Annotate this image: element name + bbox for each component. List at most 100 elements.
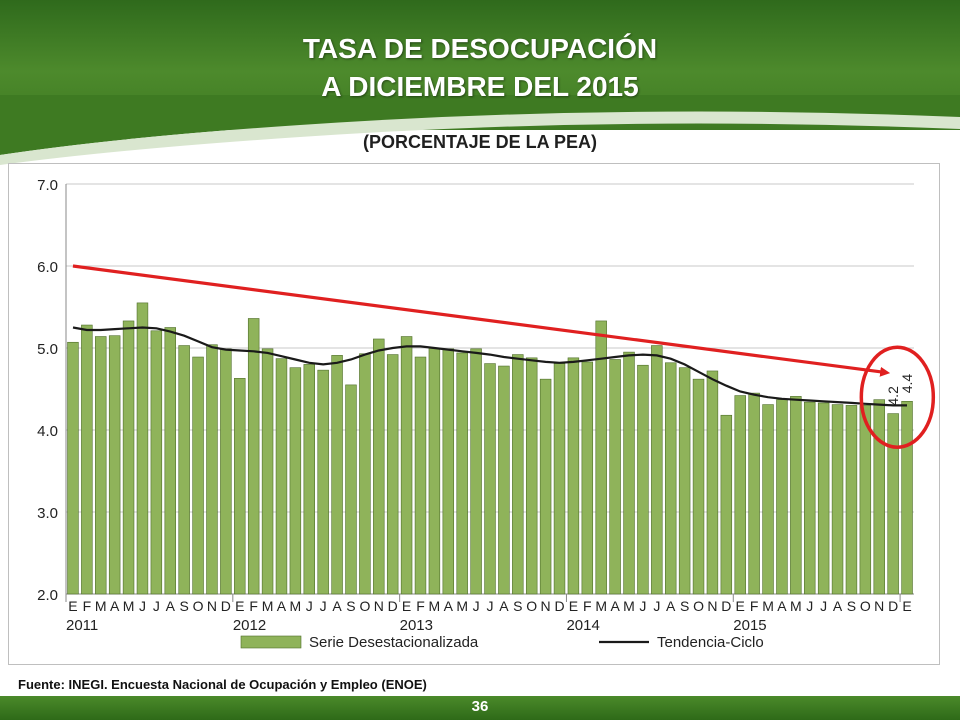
bar-series — [67, 302, 913, 595]
month-tick-label: M — [123, 598, 135, 614]
bar — [776, 399, 788, 595]
bar — [859, 405, 872, 595]
month-tick-label: E — [68, 598, 77, 614]
header-swoosh — [0, 95, 960, 165]
month-tick-label: J — [139, 598, 146, 614]
month-tick-label: J — [487, 598, 494, 614]
month-tick-label: N — [374, 598, 384, 614]
month-tick-label: F — [83, 598, 92, 614]
bar — [706, 370, 719, 595]
month-tick-label: A — [833, 598, 843, 614]
month-tick-label: J — [653, 598, 660, 614]
bar — [261, 348, 274, 595]
month-tick-label: E — [736, 598, 745, 614]
bar — [81, 324, 93, 595]
bar — [637, 364, 649, 595]
legend-line-label: Tendencia-Ciclo — [657, 634, 764, 651]
month-tick-label: M — [762, 598, 774, 614]
legend: Serie Desestacionalizada Tendencia-Ciclo — [240, 634, 764, 651]
month-tick-label: S — [847, 598, 856, 614]
annotations: 4.24.4 — [72, 264, 936, 449]
bar — [108, 335, 121, 595]
y-tick-label: 7.0 — [37, 177, 58, 194]
month-tick-label: J — [820, 598, 827, 614]
month-tick-label: M — [456, 598, 468, 614]
bar — [539, 378, 552, 595]
y-tick-label: 5.0 — [37, 341, 58, 358]
bar — [428, 347, 441, 595]
bar — [887, 413, 899, 595]
month-tick-label: F — [583, 598, 592, 614]
month-tick-label: D — [388, 598, 398, 614]
bar — [734, 395, 746, 595]
title-line-1: TASA DE DESOCUPACIÓN — [302, 33, 658, 64]
bar — [275, 358, 288, 595]
month-tick-label: E — [569, 598, 578, 614]
bar — [664, 362, 677, 595]
month-tick-label: S — [179, 598, 188, 614]
legend-bar-swatch — [240, 635, 302, 649]
bar — [220, 348, 232, 595]
title-line-2: A DICIEMBRE DEL 2015 — [321, 71, 639, 102]
month-tick-label: M — [429, 598, 441, 614]
bar — [748, 392, 760, 595]
bar — [122, 320, 135, 595]
month-tick-label: M — [95, 598, 107, 614]
month-tick-label: A — [777, 598, 787, 614]
bar — [817, 402, 830, 595]
data-label: 4.2 — [885, 386, 901, 406]
month-tick-label: M — [290, 598, 302, 614]
month-tick-label: N — [707, 598, 717, 614]
month-tick-label: J — [806, 598, 813, 614]
bar — [845, 405, 858, 595]
highlight-circle — [859, 345, 936, 449]
month-tick-label: D — [721, 598, 731, 614]
month-tick-label: O — [359, 598, 370, 614]
bar — [512, 354, 524, 595]
bar — [651, 345, 663, 595]
month-tick-label: M — [262, 598, 274, 614]
bar — [609, 359, 621, 595]
month-tick-label: F — [416, 598, 425, 614]
month-tick-label: A — [166, 598, 176, 614]
bar — [790, 396, 802, 595]
bar — [67, 341, 79, 595]
bar — [525, 357, 538, 595]
year-tick-label: 2015 — [733, 617, 766, 634]
month-tick-label: A — [277, 598, 287, 614]
y-tick-label: 3.0 — [37, 505, 58, 522]
bar — [692, 378, 705, 595]
footer-bar — [0, 696, 960, 720]
bar — [456, 352, 468, 595]
bar — [373, 338, 385, 595]
month-tick-label: D — [554, 598, 564, 614]
month-tick-label: S — [346, 598, 355, 614]
bar — [553, 363, 566, 595]
month-tick-label: A — [444, 598, 454, 614]
bar — [150, 330, 163, 595]
bar — [289, 367, 302, 595]
bar — [95, 336, 107, 595]
bar — [400, 336, 413, 595]
bar — [623, 351, 635, 595]
month-tick-label: S — [680, 598, 689, 614]
bar — [470, 348, 482, 595]
month-tick-label: A — [499, 598, 509, 614]
month-tick-label: J — [306, 598, 313, 614]
month-tick-label: O — [693, 598, 704, 614]
bar — [873, 399, 885, 595]
y-tick-labels: 2.0 3.0 4.0 5.0 6.0 7.0 — [37, 177, 58, 604]
bar — [303, 364, 316, 595]
month-tick-label: E — [235, 598, 244, 614]
y-tick-label: 2.0 — [37, 587, 58, 604]
bar — [595, 320, 607, 595]
month-tick-label: O — [860, 598, 871, 614]
year-tick-label: 2014 — [566, 617, 599, 634]
month-tick-label: D — [221, 598, 231, 614]
year-tick-label: 2012 — [233, 617, 266, 634]
month-tick-label: S — [513, 598, 522, 614]
bar — [386, 354, 399, 595]
